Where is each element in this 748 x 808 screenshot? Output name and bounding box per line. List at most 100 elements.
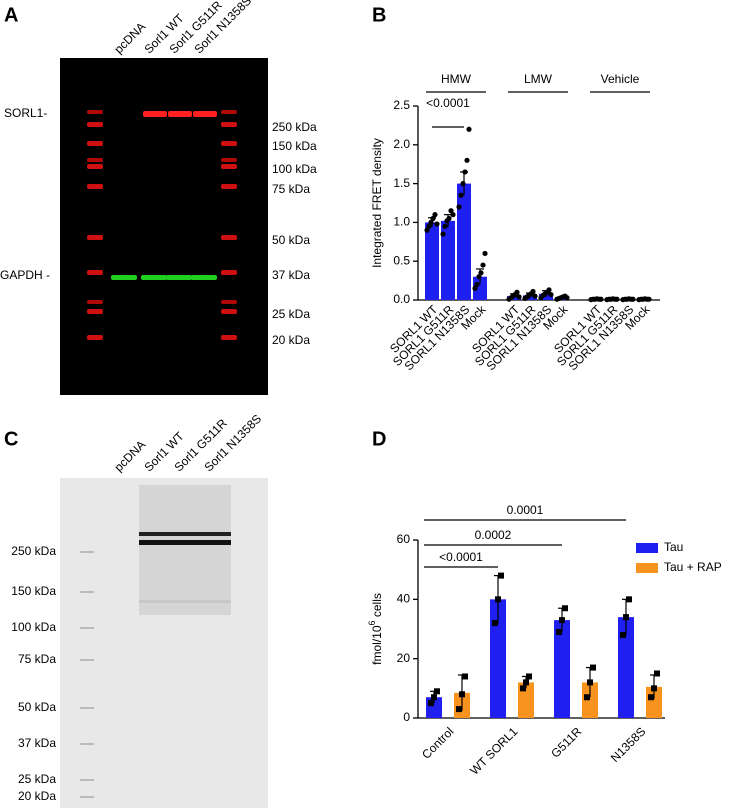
point	[630, 296, 636, 302]
point	[446, 215, 452, 222]
point	[546, 287, 552, 293]
ladder-band	[87, 335, 103, 340]
band	[199, 540, 231, 545]
point	[432, 212, 438, 218]
y-axis-label: Integrated FRET density	[370, 138, 384, 268]
y-tick-label: 20	[397, 651, 411, 665]
ladder-band	[87, 270, 103, 275]
ladder-band	[221, 235, 237, 240]
point	[523, 679, 529, 686]
y-tick-label: 0	[403, 710, 410, 724]
legend-swatch	[636, 563, 658, 573]
group-label: LMW	[524, 72, 553, 86]
point	[474, 281, 480, 288]
ladder-band	[80, 779, 94, 781]
ladder-band	[221, 184, 237, 189]
band	[143, 111, 167, 117]
point	[480, 262, 486, 268]
y-tick-label: 1.0	[393, 215, 410, 229]
marker-label: 250 kDa	[272, 120, 317, 134]
group-label: Vehicle	[601, 72, 640, 86]
band-label: GAPDH -	[0, 268, 50, 282]
band	[169, 600, 201, 603]
band	[168, 111, 192, 117]
ladder-band	[87, 141, 103, 146]
y-tick-label: 0.5	[393, 253, 410, 267]
ladder-band	[80, 796, 94, 798]
band	[199, 532, 231, 536]
point	[654, 670, 660, 677]
ladder-band	[221, 309, 237, 314]
lane-label: pcDNA	[111, 20, 148, 57]
point	[466, 126, 472, 132]
point	[651, 685, 657, 692]
point	[434, 688, 440, 695]
point	[614, 296, 620, 302]
marker-label: 75 kDa	[18, 652, 56, 666]
ladder-band	[87, 110, 103, 114]
point	[462, 169, 468, 175]
band	[193, 111, 217, 117]
marker-label: 37 kDa	[272, 268, 310, 282]
y-tick-label: 40	[397, 592, 411, 606]
blot-a	[60, 58, 268, 395]
panel-label: B	[372, 4, 386, 26]
point	[492, 620, 498, 627]
smear	[169, 485, 201, 615]
marker-label: 100 kDa	[272, 162, 317, 176]
panel-label: A	[4, 4, 18, 26]
ladder-band	[221, 300, 237, 304]
band	[166, 275, 192, 280]
ladder-band	[87, 158, 103, 162]
legend-label: Tau	[664, 540, 683, 554]
y-tick-label: 2.0	[393, 137, 410, 151]
ladder-band	[221, 122, 237, 127]
point	[526, 673, 532, 680]
ladder-band	[221, 164, 237, 169]
bar	[554, 620, 570, 718]
marker-label: 150 kDa	[272, 139, 317, 153]
x-tick-label: N1358S	[608, 724, 649, 765]
point	[587, 679, 593, 686]
marker-label: 250 kDa	[11, 544, 56, 558]
ladder-band	[221, 141, 237, 146]
band	[169, 540, 201, 545]
point	[440, 231, 446, 237]
band	[169, 532, 201, 536]
smear	[199, 485, 231, 615]
band	[111, 275, 137, 280]
point	[426, 223, 432, 229]
x-tick-label: G511R	[548, 724, 584, 760]
smear	[139, 485, 171, 615]
marker-label: 20 kDa	[18, 789, 56, 803]
panel-label: C	[4, 428, 18, 450]
point	[495, 596, 501, 603]
y-axis-label-part: fmol/10	[370, 625, 384, 665]
point	[476, 274, 482, 280]
marker-label: 25 kDa	[18, 772, 56, 786]
x-tick-label: Control	[419, 724, 456, 761]
point	[456, 204, 462, 210]
marker-label: 37 kDa	[18, 736, 56, 750]
ladder-band	[80, 707, 94, 709]
ladder-band	[87, 235, 103, 240]
ladder-band	[221, 158, 237, 162]
ladder-band	[221, 335, 237, 340]
ladder-band	[87, 164, 103, 169]
ladder-band	[221, 110, 237, 114]
marker-label: 50 kDa	[18, 700, 56, 714]
point	[646, 296, 652, 302]
point	[424, 227, 430, 233]
point	[478, 270, 484, 276]
point	[620, 631, 626, 638]
point	[448, 208, 454, 214]
y-tick-label: 2.5	[393, 98, 410, 112]
point	[623, 614, 629, 621]
point	[514, 289, 520, 295]
band	[191, 275, 217, 280]
ladder-band	[87, 122, 103, 127]
point	[464, 157, 470, 163]
marker-label: 100 kDa	[11, 620, 56, 634]
marker-label: 25 kDa	[272, 307, 310, 321]
annotation: 0.0002	[475, 528, 512, 542]
